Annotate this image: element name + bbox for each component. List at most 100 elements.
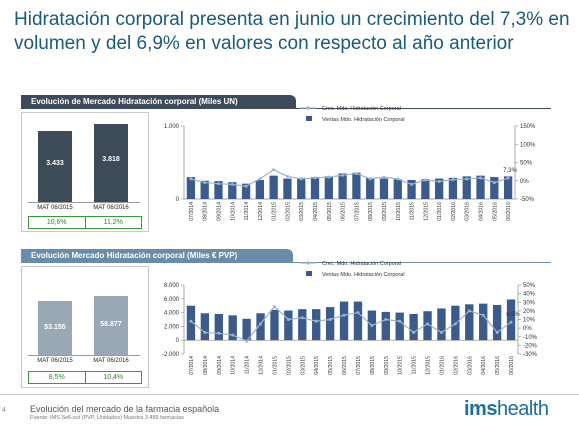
y-tick-label: 0 [176, 197, 180, 203]
growth-point [370, 324, 374, 328]
growth-point [342, 313, 346, 317]
growth-point [299, 177, 303, 181]
x-tick-label: 10/2015 [396, 202, 402, 221]
x-tick-label: 08/2015 [370, 356, 376, 375]
bar [283, 178, 292, 199]
legend-bar-swatch [306, 116, 312, 121]
mat-volume-box: 3.433 3.818 MAT 06/2015 MAT 06/2016 10,6… [21, 112, 149, 232]
y2-tick-label: 0% [520, 179, 529, 185]
growth-point [327, 175, 331, 179]
growth-point [467, 309, 471, 313]
y2-tick-label: 50% [523, 283, 536, 289]
x-tick-label: 02/2016 [453, 356, 459, 375]
bar [492, 305, 502, 341]
growth-point [300, 316, 304, 320]
growth-value: 10,4% [84, 372, 142, 383]
x-tick-label: 11/2014 [245, 356, 251, 374]
growth-point [382, 175, 386, 179]
x-tick-label: 09/2015 [382, 202, 388, 221]
bar [214, 181, 223, 199]
mat-label: MAT 06/2016 [93, 358, 129, 364]
x-tick-label: 04/2016 [479, 202, 485, 221]
bar [214, 313, 223, 341]
growth-point [368, 177, 372, 181]
mat-bar: 3.433 [38, 131, 72, 202]
bar [379, 178, 389, 199]
growth-value: 10,6% [46, 219, 67, 226]
bar [490, 177, 499, 199]
x-tick-label: 02/2015 [286, 356, 292, 375]
footer-divider [0, 394, 579, 395]
bar [423, 311, 432, 341]
growth-point [272, 168, 276, 172]
legend-entry: Crec. Mdo. Hidratación Corporal [322, 261, 401, 267]
bar [241, 183, 251, 199]
growth-point [217, 331, 221, 335]
growth-point [495, 330, 499, 334]
growth-point [244, 184, 248, 188]
panel-header-volume: Evolución de Mercado Hidratación corpora… [21, 95, 296, 109]
y2-tick-label: 0% [523, 326, 532, 332]
y2-tick-label: -50% [520, 197, 535, 203]
mat-label: MAT 06/2015 [37, 205, 73, 211]
baseline [28, 355, 140, 356]
bar [325, 307, 335, 341]
growth-point [423, 178, 427, 182]
bar [465, 304, 474, 341]
bar [448, 177, 458, 199]
growth-point [245, 339, 249, 343]
x-tick-label: 06/2015 [341, 202, 347, 221]
growth-point [481, 313, 485, 317]
y2-tick-label: -30% [523, 352, 538, 358]
y2-tick-label: 40% [523, 292, 536, 298]
logo-part: health [496, 398, 549, 420]
x-tick-label: 04/2015 [313, 202, 319, 221]
bar [393, 179, 402, 199]
growth-point [396, 177, 400, 181]
y-tick-label: 8.000 [164, 283, 180, 289]
y2-tick-label: 10% [523, 318, 536, 324]
x-tick-label: 03/2016 [465, 202, 471, 221]
bar [228, 182, 237, 199]
y2-tick-label: 30% [523, 300, 536, 306]
growth-point [189, 319, 193, 323]
bar [242, 318, 251, 341]
bar [381, 311, 390, 341]
growth-point [465, 177, 469, 181]
x-tick-label: 07/2015 [356, 356, 362, 375]
y-tick-label: 4.000 [164, 311, 180, 317]
panel-header-value: Evolución Mercado Hidratación corporal (… [21, 249, 293, 263]
y-tick-label: 2.000 [164, 324, 180, 330]
x-tick-label: 06/2016 [506, 202, 512, 221]
mat-value-box: 53.155 58.877 MAT 06/2015 MAT 06/2016 8,… [21, 266, 149, 388]
x-tick-label: 12/2015 [426, 356, 432, 375]
mat-bar-value: 58.877 [100, 321, 122, 328]
x-tick-label: 12/2015 [423, 202, 429, 221]
bar [255, 180, 264, 199]
legend-line-marker [306, 106, 310, 110]
y2-tick-label: 50% [520, 161, 533, 167]
panel-divider [21, 262, 551, 263]
growth-point [314, 319, 318, 323]
growth-point [451, 178, 455, 182]
legend-entry: Crec. Mdo. Hidratación Corporal [322, 106, 401, 112]
x-tick-label: 10/2014 [231, 356, 237, 375]
x-tick-label: 02/2015 [285, 202, 291, 221]
x-tick-label: 07/2015 [354, 202, 360, 221]
bar [462, 176, 471, 199]
bar [352, 172, 361, 199]
x-tick-label: 01/2015 [272, 202, 278, 221]
bar [353, 301, 363, 341]
growth-line [190, 305, 512, 342]
x-tick-label: 05/2015 [328, 356, 334, 375]
bar [200, 180, 209, 199]
growth-point [272, 305, 276, 309]
growth-point [258, 177, 262, 181]
x-tick-label: 04/2015 [314, 356, 320, 375]
x-tick-label: 11/2015 [412, 356, 418, 374]
bar [186, 305, 196, 341]
growth-value: 11,2% [84, 217, 142, 228]
monthly-volume-chart: Crec. Mdo. Hidratación Corporal Ventas Md… [164, 106, 536, 221]
growth-point [384, 318, 388, 321]
monthly-value-chart: Crec. Mdo. Hidratación Corporal Ventas Md… [162, 261, 538, 375]
